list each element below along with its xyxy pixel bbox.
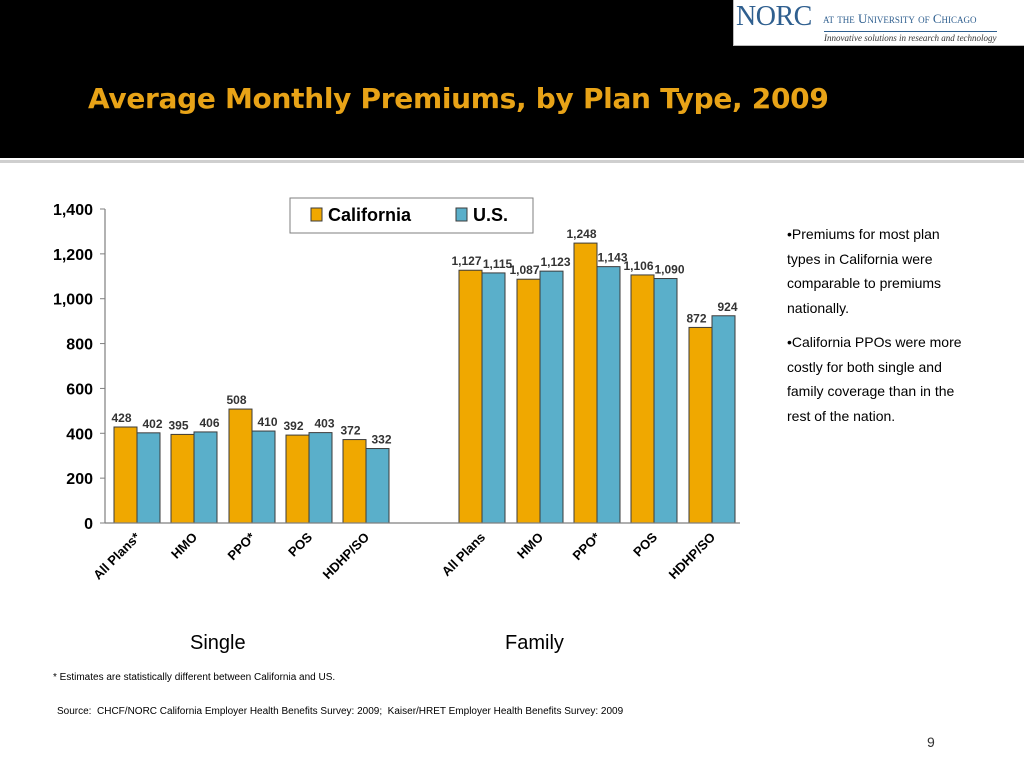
logo-name: NORC <box>736 1 812 32</box>
bar-us <box>308 432 333 524</box>
x-tick-label: POS <box>285 529 315 559</box>
bar-us <box>193 431 218 524</box>
bar-california <box>285 434 310 524</box>
logo-affiliation: at the University of Chicago <box>823 11 977 26</box>
page-number: 9 <box>927 734 935 750</box>
x-tick-label: POS <box>630 529 660 559</box>
x-tick-label: All Plans <box>439 530 488 579</box>
bar-us <box>596 266 621 524</box>
data-label: 428 <box>111 411 131 425</box>
y-tick-label: 400 <box>66 426 93 443</box>
bar-us <box>251 430 276 524</box>
y-tick-label: 1,200 <box>53 247 93 264</box>
bar-us <box>481 272 506 524</box>
footnote: * Estimates are statistically different … <box>53 672 336 683</box>
data-label: 1,106 <box>623 259 653 273</box>
bar-us <box>711 315 736 524</box>
legend-label: California <box>328 205 412 225</box>
bar-us <box>136 432 161 524</box>
x-tick-label: HMO <box>514 530 546 562</box>
y-tick-label: 0 <box>84 516 93 533</box>
slide-title: Average Monthly Premiums, by Plan Type, … <box>88 82 829 115</box>
x-tick-label: PPO* <box>225 529 259 563</box>
data-label: 406 <box>199 416 219 430</box>
legend-label: U.S. <box>473 205 508 225</box>
data-label: 508 <box>226 393 246 407</box>
bar-california <box>516 278 541 524</box>
group-label-single: Single <box>190 632 246 654</box>
bar-california <box>458 269 483 524</box>
norc-logo: NORC at the University of Chicago Innova… <box>733 0 1024 46</box>
legend-swatch <box>455 207 468 222</box>
source-note: Source: CHCF/NORC California Employer He… <box>57 706 624 717</box>
x-tick-label: PPO* <box>570 529 604 563</box>
note-item: •Premiums for most plan types in Califor… <box>787 226 942 316</box>
data-label: 1,143 <box>597 251 627 265</box>
data-label: 392 <box>283 419 303 433</box>
data-label: 402 <box>142 417 162 431</box>
data-label: 924 <box>717 300 737 314</box>
notes-panel: •Premiums for most plan types in Califor… <box>787 222 972 438</box>
bar-california <box>342 439 367 524</box>
data-label: 372 <box>340 424 360 438</box>
legend-box <box>289 197 534 234</box>
bar-california <box>688 326 713 524</box>
y-tick-label: 600 <box>66 381 93 398</box>
bar-us <box>653 278 678 524</box>
y-tick-label: 200 <box>66 471 93 488</box>
bar-us <box>365 448 390 524</box>
bar-us <box>539 270 564 524</box>
data-label: 403 <box>314 417 334 431</box>
x-tick-label: HMO <box>168 530 200 562</box>
data-label: 332 <box>371 433 391 447</box>
x-tick-label: All Plans* <box>90 529 144 583</box>
bar-california <box>630 274 655 524</box>
data-label: 1,090 <box>654 263 684 277</box>
header-divider <box>0 160 1024 163</box>
data-label: 1,248 <box>566 227 596 241</box>
bar-california <box>573 242 598 524</box>
legend-swatch <box>310 207 323 222</box>
logo-tagline: Innovative solutions in research and tec… <box>824 31 997 43</box>
data-label: 872 <box>686 311 706 325</box>
note-item: •California PPOs were more costly for bo… <box>787 334 962 424</box>
y-tick-label: 1,000 <box>53 292 93 309</box>
data-label: 1,087 <box>509 263 539 277</box>
data-label: 1,127 <box>451 254 481 268</box>
data-label: 395 <box>168 418 188 432</box>
bar-california <box>228 408 253 524</box>
bar-california <box>170 433 195 524</box>
y-tick-label: 1,400 <box>53 202 93 219</box>
y-tick-label: 800 <box>66 337 93 354</box>
data-label: 410 <box>257 415 277 429</box>
data-label: 1,123 <box>540 255 570 269</box>
data-label: 1,115 <box>483 257 513 271</box>
x-tick-label: HDHP/SO <box>320 530 372 582</box>
bar-california <box>113 426 138 524</box>
x-tick-label: HDHP/SO <box>666 530 718 582</box>
group-label-family: Family <box>505 632 564 654</box>
